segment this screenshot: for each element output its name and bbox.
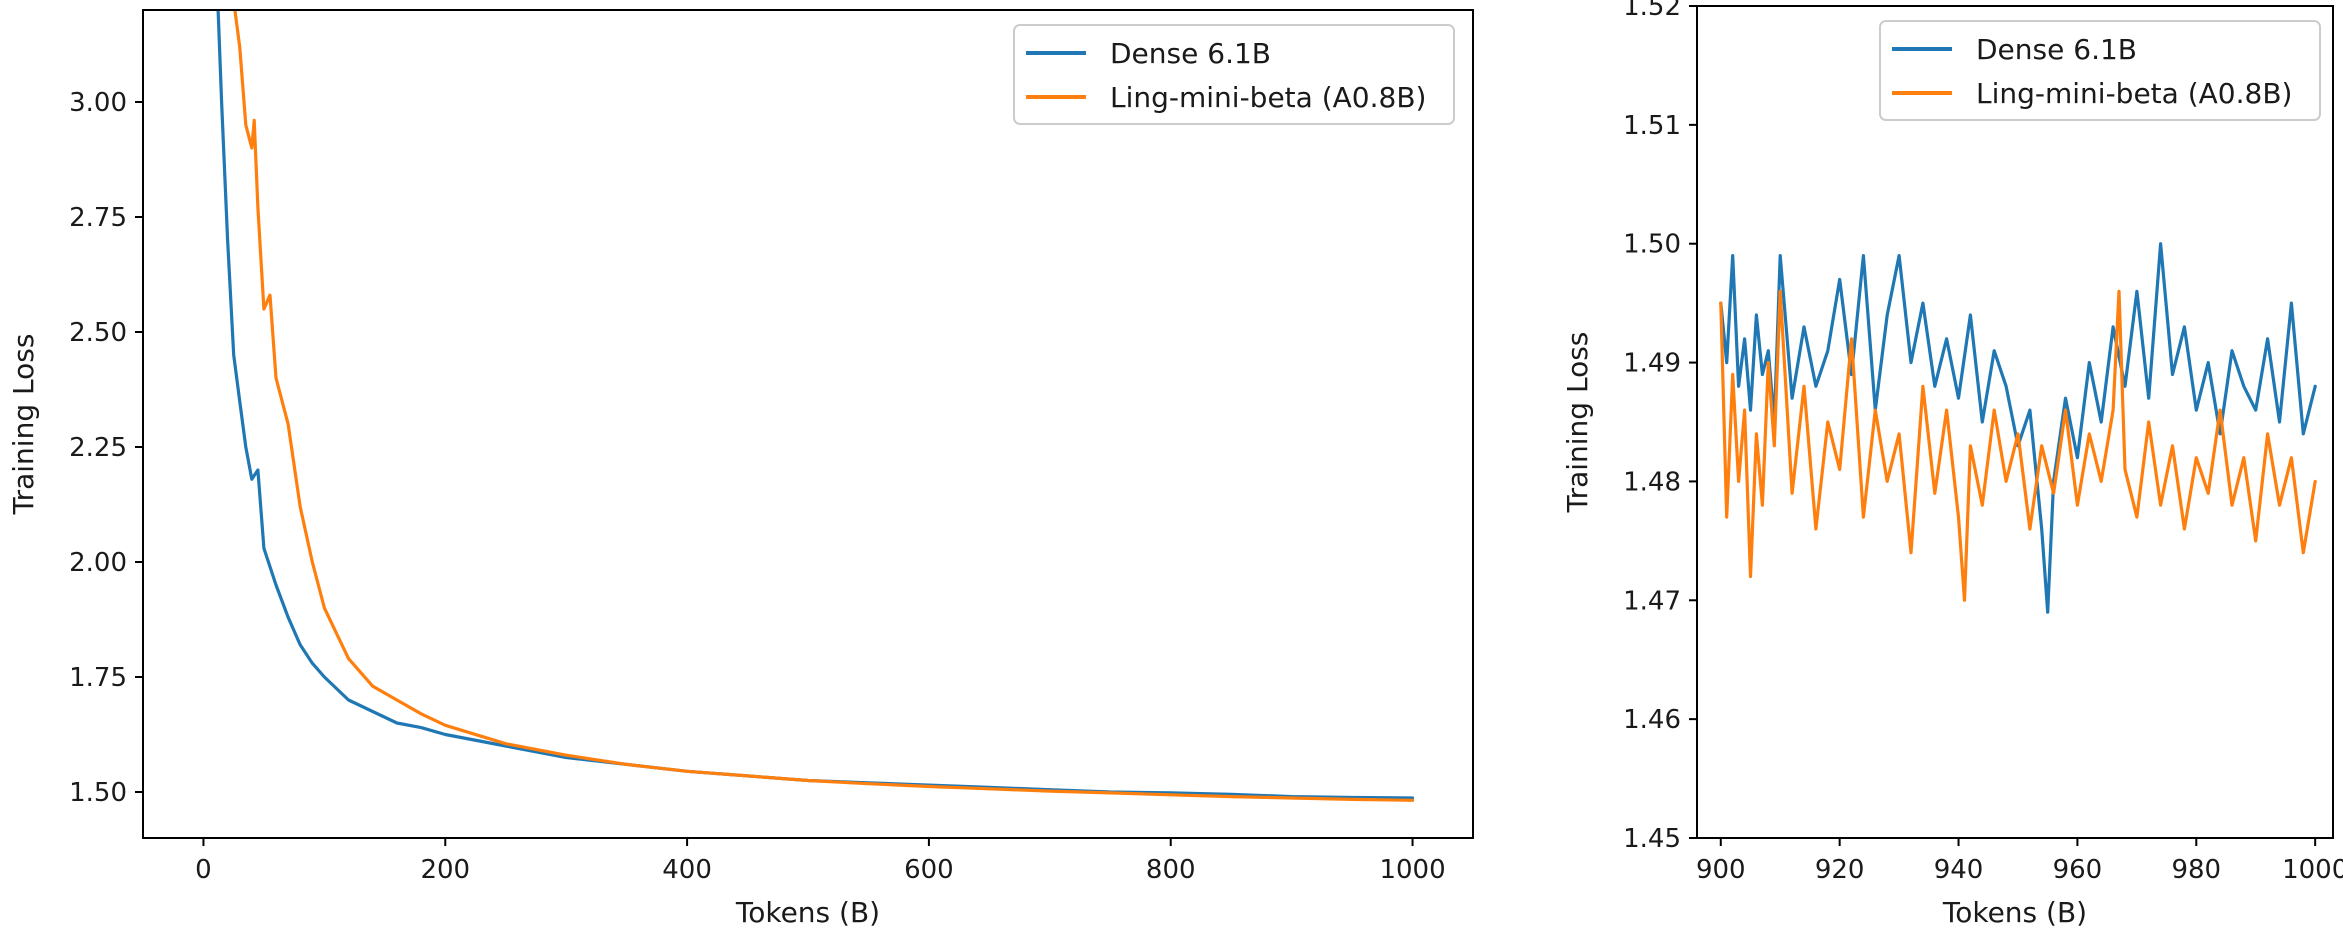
series-line-dense [1719,242,2317,614]
x-tick-label: 400 [662,855,712,885]
plot-frame [142,9,1474,839]
y-tick-label: 1.49 [1623,349,1681,379]
legend: Dense 6.1B Ling-mini-beta (A0.8B) [1013,24,1455,125]
x-tick-label: 200 [420,855,470,885]
series-group [1719,242,2317,614]
y-tick-label: 1.50 [1623,230,1681,260]
legend-label: Dense 6.1B [1110,37,1271,70]
legend-label: Dense 6.1B [1976,33,2137,66]
x-tick-label: 0 [195,855,212,885]
y-axis-label: Training Loss [7,334,40,516]
y-tick-label: 1.51 [1623,111,1681,141]
series-line-ling-mini-beta [1719,289,2317,602]
y-tick-label: 1.52 [1623,0,1681,22]
x-tick-label: 1000 [1379,855,1445,885]
chart-left: 0 200 400 600 800 1000 1.50 1.75 2.00 2.25 2.50 2.7… [7,9,1474,929]
legend: Dense 6.1B Ling-mini-beta (A0.8B) [1879,20,2321,121]
legend-box [1879,20,2321,121]
y-tick-label: 1.46 [1623,705,1681,735]
y-tick-label: 1.50 [69,778,127,808]
series-group [216,10,1415,802]
y-tick-label: 3.00 [69,88,127,118]
series-line-ling-mini-beta [233,10,1415,802]
legend-label: Ling-mini-beta (A0.8B) [1110,81,1426,114]
chart-right: 900 920 940 960 980 1000 1.45 1.46 1.47 1.48 1.49 1… [1561,0,2343,929]
x-axis-label: Tokens (B) [735,896,880,929]
plot-frame [1696,5,2334,839]
x-tick-label: 1000 [2282,855,2343,885]
x-tick-label: 960 [2053,855,2103,885]
y-tick-label: 1.48 [1623,467,1681,497]
x-tick-label: 600 [904,855,954,885]
y-tick-label: 2.00 [69,548,127,578]
y-tick-label: 2.50 [69,318,127,348]
x-tick-label: 800 [1146,855,1196,885]
y-tick-label: 2.25 [69,433,127,463]
y-tick-label: 2.75 [69,203,127,233]
y-tick-label: 1.47 [1623,586,1681,616]
y-tick-label: 1.75 [69,663,127,693]
x-tick-label: 980 [2171,855,2221,885]
legend-label: Ling-mini-beta (A0.8B) [1976,77,2292,110]
x-tick-label: 940 [1934,855,1984,885]
legend-box [1013,24,1455,125]
x-axis-label: Tokens (B) [1942,896,2087,929]
y-tick-label: 1.45 [1623,824,1681,854]
x-tick-label: 920 [1815,855,1865,885]
x-tick-label: 900 [1696,855,1746,885]
y-axis-label: Training Loss [1561,332,1594,514]
